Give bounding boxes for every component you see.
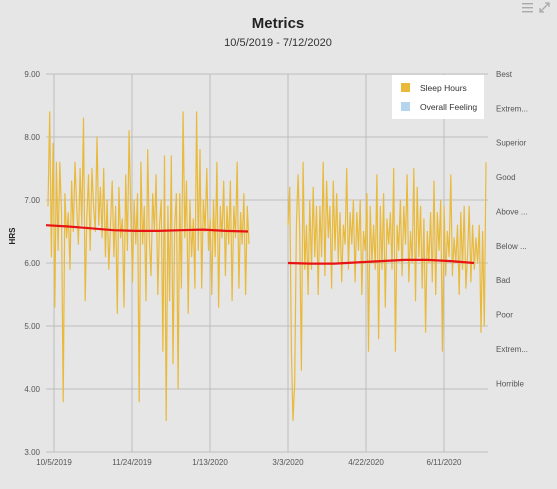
right-tick-label: Superior [496, 139, 527, 148]
chart-title: Metrics [252, 15, 305, 32]
trend-line [45, 224, 249, 233]
x-tick-label: 11/24/2019 [112, 458, 152, 467]
y-axis-label: HRS [8, 227, 17, 245]
right-tick-label: Good [496, 173, 516, 182]
right-tick-label: Poor [496, 311, 513, 320]
right-tick-label: Above ... [496, 207, 528, 216]
right-tick-label: Horrible [496, 379, 525, 388]
trend-line [287, 258, 475, 265]
y-axis-ticks: 3.00 4.00 5.00 6.00 7.00 8.00 9.00 [24, 70, 40, 457]
legend: Sleep Hours Overall Feeling [392, 75, 484, 119]
y-tick-label: 8.00 [24, 133, 40, 142]
y-tick-label: 7.00 [24, 196, 40, 205]
sleep-hours-line [47, 111, 250, 422]
legend-swatch-overall-feeling [401, 102, 410, 111]
x-tick-label: 1/13/2020 [192, 458, 228, 467]
right-tick-label: Best [496, 70, 513, 79]
y-tick-label: 9.00 [24, 70, 40, 79]
legend-swatch-sleep-hours [401, 83, 410, 92]
right-tick-label: Bad [496, 276, 510, 285]
y-tick-label: 3.00 [24, 448, 40, 457]
legend-label-overall-feeling: Overall Feeling [420, 102, 477, 112]
expand-icon[interactable] [538, 2, 552, 14]
plot-area [45, 111, 487, 422]
y-tick-label: 5.00 [24, 322, 40, 331]
right-tick-label: Extrem... [496, 104, 528, 113]
right-tick-label: Below ... [496, 242, 527, 251]
sleep-hours-line [287, 161, 487, 422]
y-tick-label: 4.00 [24, 385, 40, 394]
x-tick-label: 6/11/2020 [427, 458, 463, 467]
legend-label-sleep-hours: Sleep Hours [420, 83, 467, 93]
chart-subtitle: 10/5/2019 - 7/12/2020 [224, 37, 332, 49]
y-tick-label: 6.00 [24, 259, 40, 268]
legend-box [392, 75, 484, 119]
menu-icon[interactable] [521, 2, 535, 14]
x-tick-label: 10/5/2019 [36, 458, 72, 467]
right-tick-label: Extrem... [496, 345, 528, 354]
x-axis-ticks: 10/5/2019 11/24/2019 1/13/2020 3/3/2020 4/22… [36, 458, 462, 467]
x-tick-label: 4/22/2020 [348, 458, 384, 467]
x-tick-label: 3/3/2020 [272, 458, 304, 467]
right-axis-ticks: Best Extrem... Superior Good Above ... Below … [496, 70, 528, 388]
